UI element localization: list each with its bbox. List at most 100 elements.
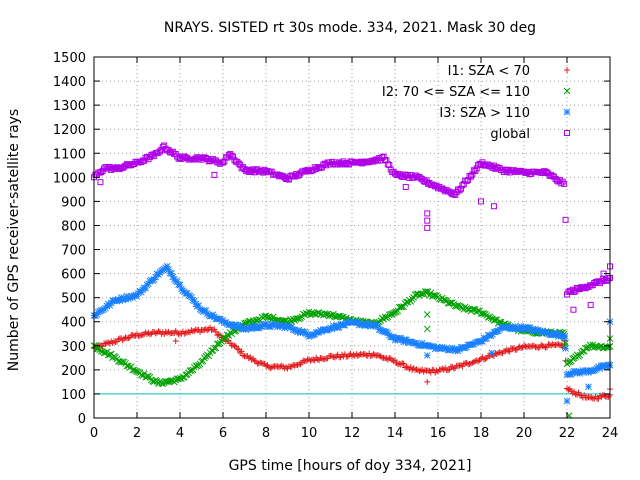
data-point-i3-sza-110 <box>520 325 528 333</box>
data-point-i1-sza-70 <box>449 363 456 370</box>
data-point-i1-sza-70 <box>115 336 122 343</box>
y-tick-label: 0 <box>78 412 86 427</box>
data-point-i3-sza-110 <box>328 325 336 333</box>
data-point-i1-sza-70 <box>478 355 484 362</box>
data-point-i1-sza-70 <box>571 388 578 395</box>
data-point-i3-sza-110 <box>117 294 125 301</box>
chart-title: NRAYS. SISTED rt 30s mode. 334, 2021. Ma… <box>164 20 536 36</box>
data-point-i3-sza-110 <box>163 262 171 270</box>
data-point-i3-sza-110 <box>370 321 377 329</box>
y-tick-label: 500 <box>61 292 86 307</box>
data-point-i1-sza-70 <box>553 341 560 348</box>
data-point-i1-sza-70 <box>215 331 222 338</box>
legend-label: I1: SZA < 70 <box>448 64 530 79</box>
data-point-i3-sza-110 <box>467 341 475 349</box>
y-tick-label: 400 <box>61 316 86 331</box>
y-tick-label: 200 <box>61 364 86 379</box>
data-point-i1-sza-70 <box>463 359 470 366</box>
data-point-i1-sza-70 <box>146 331 153 338</box>
data-point-i3-sza-110 <box>236 322 244 330</box>
outlier-point-global <box>424 217 431 224</box>
data-point-i1-sza-70 <box>429 366 436 373</box>
data-point-i1-sza-70 <box>516 343 523 350</box>
data-point-i1-sza-70 <box>251 357 258 364</box>
grid-lines <box>94 57 610 418</box>
data-point-i3-sza-110 <box>106 302 114 309</box>
y-tick-label: 300 <box>61 340 86 355</box>
data-point-i2-70-sza-110 <box>497 318 505 326</box>
y-tick-label: 1300 <box>53 99 86 114</box>
y-tick-label: 700 <box>61 244 86 259</box>
data-point-i1-sza-70 <box>445 367 452 374</box>
data-point-i3-sza-110 <box>365 320 373 327</box>
legend-label: I3: SZA > 110 <box>439 106 530 121</box>
data-point-i3-sza-110 <box>96 307 104 315</box>
data-point-i3-sza-110 <box>116 297 124 305</box>
data-point-i3-sza-110 <box>168 270 175 277</box>
data-point-i3-sza-110 <box>123 292 131 300</box>
data-point-i1-sza-70 <box>231 342 238 349</box>
y-tick-label: 1500 <box>53 51 86 66</box>
data-point-i2-70-sza-110 <box>605 343 612 351</box>
data-point-i3-sza-110 <box>295 326 303 334</box>
data-point-i1-sza-70 <box>393 359 400 366</box>
legend-label: global <box>490 127 530 142</box>
data-point-i3-sza-110 <box>503 324 511 331</box>
data-point-i3-sza-110 <box>282 322 290 330</box>
data-point-i2-70-sza-110 <box>221 335 228 343</box>
data-point-i1-sza-70 <box>510 345 517 352</box>
data-point-i3-sza-110 <box>562 345 569 352</box>
data-point-i3-sza-110 <box>390 333 397 341</box>
data-point-i1-sza-70 <box>387 355 394 362</box>
data-point-i3-sza-110 <box>190 297 198 305</box>
x-tick-label: 10 <box>301 426 318 441</box>
data-point-i2-70-sza-110 <box>423 288 430 295</box>
data-point-i1-sza-70 <box>154 329 161 336</box>
data-point-i3-sza-110 <box>418 339 426 347</box>
x-tick-label: 16 <box>430 426 447 441</box>
data-point-i3-sza-110 <box>288 323 296 331</box>
data-point-i3-sza-110 <box>605 361 612 368</box>
outlier-point-i1-sza-70 <box>424 378 431 385</box>
x-tick-label: 24 <box>602 426 619 441</box>
data-point-i3-sza-110 <box>137 288 145 296</box>
data-point-i1-sza-70 <box>268 364 275 371</box>
data-point-i1-sza-70 <box>496 349 503 356</box>
data-point-i1-sza-70 <box>238 348 245 355</box>
data-point-i1-sza-70 <box>400 360 407 367</box>
data-point-i1-sza-70 <box>174 329 181 336</box>
data-point-i3-sza-110 <box>209 311 217 319</box>
y-tick-label: 800 <box>61 219 86 234</box>
data-point-i3-sza-110 <box>173 278 181 286</box>
x-tick-label: 12 <box>344 426 361 441</box>
y-axis-label: Number of GPS receiver-satellite rays <box>6 109 22 371</box>
data-point-i3-sza-110 <box>417 341 425 349</box>
outlier-point-i2-70-sza-110 <box>423 325 431 333</box>
data-point-i1-sza-70 <box>459 363 466 370</box>
data-point-i3-sza-110 <box>350 318 357 326</box>
data-point-i3-sza-110 <box>354 319 362 326</box>
data-point-i3-sza-110 <box>195 302 202 310</box>
legend-label: I2: 70 <= SZA <= 110 <box>382 85 530 100</box>
data-point-i1-sza-70 <box>433 367 440 374</box>
data-point-i3-sza-110 <box>394 336 402 344</box>
data-point-i1-sza-70 <box>397 361 404 368</box>
x-tick-label: 8 <box>262 426 270 441</box>
data-point-i3-sza-110 <box>307 332 314 340</box>
outlier-point-i3-sza-110 <box>561 332 569 340</box>
outlier-point-global <box>424 224 431 231</box>
data-point-i1-sza-70 <box>531 342 538 349</box>
data-point-i1-sza-70 <box>416 368 423 375</box>
x-tick-label: 2 <box>133 426 141 441</box>
data-point-i2-70-sza-110 <box>417 290 425 298</box>
data-point-i3-sza-110 <box>570 367 578 375</box>
data-point-i1-sza-70 <box>505 347 512 354</box>
data-point-i1-sza-70 <box>291 362 298 369</box>
x-tick-label: 14 <box>387 426 404 441</box>
outlier-point-global <box>478 198 484 205</box>
data-point-i3-sza-110 <box>264 322 271 330</box>
y-tick-label: 100 <box>61 388 86 403</box>
outlier-point-global <box>490 203 497 210</box>
x-tick-label: 0 <box>90 426 98 441</box>
data-point-i1-sza-70 <box>337 354 344 361</box>
